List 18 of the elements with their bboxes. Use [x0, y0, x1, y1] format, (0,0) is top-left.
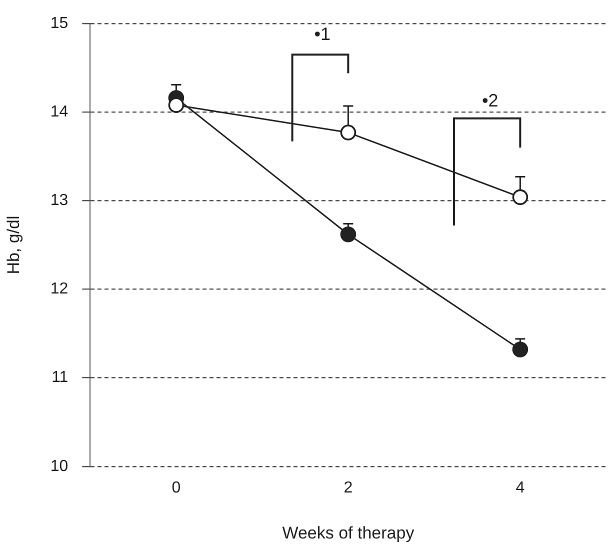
- y-axis-title: Hb, g/dl: [4, 216, 23, 274]
- point: [512, 342, 528, 358]
- y-tick-label: 14: [50, 104, 68, 121]
- y-tick-label: 13: [50, 192, 68, 210]
- y-tick-label: 15: [50, 15, 68, 32]
- y-tick-label: 11: [52, 369, 68, 386]
- x-axis-title: Weeks of therapy: [282, 523, 415, 542]
- y-tick-label: 12: [50, 280, 68, 298]
- x-tick-label: 4: [516, 479, 525, 496]
- x-tick-label: 2: [344, 479, 353, 496]
- annotation: •1: [314, 24, 331, 44]
- y-tick-label: 10: [50, 458, 68, 475]
- point: [168, 97, 184, 113]
- annotation: •2: [482, 90, 498, 110]
- point: [340, 226, 356, 242]
- x-tick-label: 0: [172, 479, 181, 496]
- point: [512, 189, 528, 206]
- point: [340, 124, 356, 140]
